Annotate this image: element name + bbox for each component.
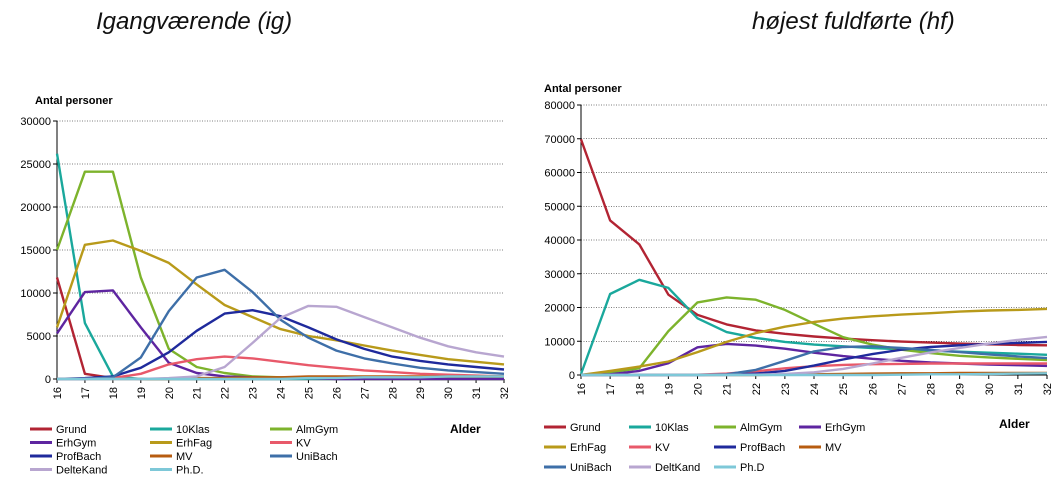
y-tick-label: 40000 bbox=[544, 235, 575, 247]
legend-label: UniBach bbox=[296, 451, 338, 463]
legend-label: ErhFag bbox=[176, 438, 212, 450]
x-tick-label: 18 bbox=[634, 383, 646, 395]
series-line bbox=[579, 278, 1048, 375]
y-tick-label: 10000 bbox=[544, 336, 575, 348]
y-tick-label: 5000 bbox=[27, 331, 51, 343]
legend-label: ErhGym bbox=[56, 438, 96, 450]
x-tick-label: 20 bbox=[164, 387, 176, 399]
legend-label: Ph.D. bbox=[176, 465, 204, 477]
y-tick-label: 20000 bbox=[20, 202, 51, 214]
x-tick-label: 19 bbox=[663, 383, 675, 395]
series-line bbox=[581, 372, 1048, 377]
series-line bbox=[57, 355, 505, 381]
series-line bbox=[57, 268, 505, 381]
y-tick-label: 50000 bbox=[544, 201, 575, 213]
legend-label: DeltKand bbox=[655, 462, 700, 474]
y-tick-label: 15000 bbox=[20, 245, 51, 257]
legend-label: ErhGym bbox=[825, 422, 865, 434]
x-tick-label: 32 bbox=[1042, 383, 1054, 395]
y-tick-label: 70000 bbox=[544, 134, 575, 146]
legend-label: UniBach bbox=[570, 462, 612, 474]
x-tick-label: 32 bbox=[499, 387, 511, 399]
x-tick-label: 27 bbox=[359, 387, 371, 399]
chart-right: 0 10000 20000 30000 40000 50000 60000 70000 8000… bbox=[544, 83, 1054, 474]
x-axis-label: Alder bbox=[999, 417, 1030, 431]
x-tick-label: 22 bbox=[751, 383, 763, 395]
chart-title-left: Igangværende (ig) bbox=[96, 8, 293, 35]
x-tick-label: 29 bbox=[955, 383, 967, 395]
legend-label: 10Klas bbox=[655, 422, 689, 434]
y-tick-label: 0 bbox=[569, 370, 575, 382]
y-axis-label: Antal personer bbox=[544, 83, 622, 95]
x-axis-label: Alder bbox=[450, 422, 481, 436]
x-tick-label: 27 bbox=[896, 383, 908, 395]
series-line bbox=[56, 309, 505, 381]
y-tick-label: 60000 bbox=[544, 168, 575, 180]
x-tick-label: 31 bbox=[1013, 383, 1025, 395]
legend-label: ProfBach bbox=[56, 451, 101, 463]
x-tick-label: 26 bbox=[331, 387, 343, 399]
x-tick-label: 22 bbox=[220, 387, 232, 399]
x-tick-label: 20 bbox=[693, 383, 705, 395]
legend-label: KV bbox=[655, 442, 670, 454]
chart-left: 0 5000 10000 15000 20000 25000 30000 Antal pers… bbox=[20, 95, 511, 477]
legend-label: AlmGym bbox=[740, 422, 782, 434]
series-line bbox=[581, 345, 1048, 377]
y-axis-label: Antal personer bbox=[35, 95, 113, 107]
legend-label: Grund bbox=[570, 422, 601, 434]
legend-label: 10Klas bbox=[176, 424, 210, 436]
series-line bbox=[55, 170, 504, 381]
legend-label: AlmGym bbox=[296, 424, 338, 436]
x-tick-label: 31 bbox=[471, 387, 483, 399]
x-tick-label: 23 bbox=[248, 387, 260, 399]
legend-label: ErhFag bbox=[570, 442, 606, 454]
series-line bbox=[56, 289, 504, 381]
x-tick-label: 25 bbox=[303, 387, 315, 399]
series-line bbox=[580, 296, 1048, 377]
x-tick-label: 29 bbox=[415, 387, 427, 399]
legend-label: MV bbox=[176, 451, 193, 463]
x-tick-label: 28 bbox=[387, 387, 399, 399]
y-tick-label: 20000 bbox=[544, 303, 575, 315]
y-tick-label: 10000 bbox=[20, 288, 51, 300]
y-tick-label: 80000 bbox=[544, 100, 575, 112]
series-line bbox=[55, 239, 505, 366]
legend-label: Ph.D bbox=[740, 462, 765, 474]
x-tick-label: 19 bbox=[136, 387, 148, 399]
chart-title-right: højest fuldførte (hf) bbox=[752, 8, 955, 35]
x-tick-label: 17 bbox=[80, 387, 92, 399]
x-tick-label: 16 bbox=[576, 383, 588, 395]
y-tick-label: 0 bbox=[45, 374, 51, 386]
x-tick-label: 24 bbox=[276, 387, 288, 399]
y-tick-label: 25000 bbox=[20, 159, 51, 171]
x-tick-label: 28 bbox=[926, 383, 938, 395]
x-tick-label: 16 bbox=[52, 387, 64, 399]
legend-label: DelteKand bbox=[56, 465, 107, 477]
x-tick-label: 30 bbox=[984, 383, 996, 395]
x-tick-label: 21 bbox=[192, 387, 204, 399]
y-tick-label: 30000 bbox=[20, 116, 51, 128]
series-line bbox=[57, 375, 504, 381]
series-line bbox=[581, 340, 1048, 377]
series-line bbox=[580, 342, 1048, 377]
x-tick-label: 30 bbox=[443, 387, 455, 399]
x-tick-label: 17 bbox=[605, 383, 617, 395]
y-tick-label: 30000 bbox=[544, 269, 575, 281]
series-line bbox=[580, 307, 1048, 377]
legend-label: KV bbox=[296, 438, 311, 450]
legend-label: ProfBach bbox=[740, 442, 785, 454]
legend-label: MV bbox=[825, 442, 842, 454]
x-tick-label: 21 bbox=[722, 383, 734, 395]
x-tick-label: 23 bbox=[780, 383, 792, 395]
legend-label: Grund bbox=[56, 424, 87, 436]
x-tick-label: 24 bbox=[809, 383, 821, 395]
x-tick-label: 18 bbox=[108, 387, 120, 399]
x-tick-label: 25 bbox=[838, 383, 850, 395]
x-tick-label: 26 bbox=[867, 383, 879, 395]
series-line bbox=[579, 138, 1048, 347]
series-line bbox=[55, 153, 504, 381]
